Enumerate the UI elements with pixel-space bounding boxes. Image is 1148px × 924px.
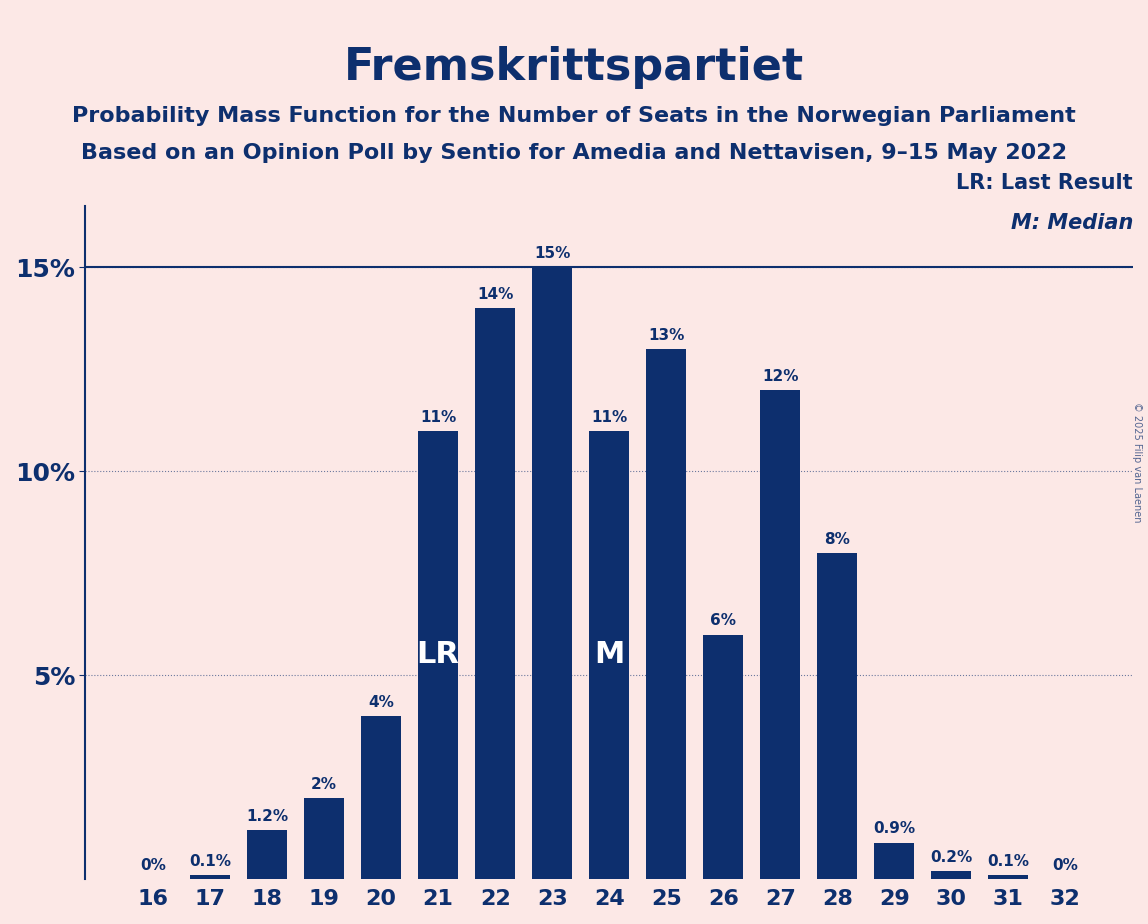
- Bar: [875, 843, 914, 880]
- Text: 12%: 12%: [762, 369, 799, 383]
- Text: 2%: 2%: [311, 776, 338, 792]
- Text: 0.2%: 0.2%: [930, 850, 972, 865]
- Bar: [475, 309, 515, 880]
- Bar: [247, 831, 287, 880]
- Bar: [704, 635, 743, 880]
- Text: M: M: [594, 640, 625, 670]
- Text: M: Median: M: Median: [1010, 213, 1133, 233]
- Text: 11%: 11%: [591, 409, 627, 424]
- Bar: [646, 349, 687, 880]
- Text: 15%: 15%: [534, 247, 571, 261]
- Bar: [418, 431, 458, 880]
- Text: © 2025 Filip van Laenen: © 2025 Filip van Laenen: [1132, 402, 1142, 522]
- Text: 13%: 13%: [649, 328, 684, 343]
- Bar: [304, 797, 344, 880]
- Bar: [760, 390, 800, 880]
- Text: 6%: 6%: [711, 614, 736, 628]
- Text: 1.2%: 1.2%: [246, 809, 288, 824]
- Text: Probability Mass Function for the Number of Seats in the Norwegian Parliament: Probability Mass Function for the Number…: [72, 106, 1076, 127]
- Bar: [191, 875, 230, 880]
- Bar: [362, 716, 401, 880]
- Text: 0%: 0%: [140, 858, 166, 873]
- Bar: [817, 553, 858, 880]
- Text: 4%: 4%: [369, 695, 394, 710]
- Text: LR: Last Result: LR: Last Result: [956, 173, 1133, 193]
- Bar: [533, 267, 572, 880]
- Bar: [988, 875, 1029, 880]
- Text: 0%: 0%: [1053, 858, 1078, 873]
- Text: 0.1%: 0.1%: [189, 854, 231, 869]
- Text: 8%: 8%: [824, 532, 851, 547]
- Text: LR: LR: [417, 640, 459, 670]
- Text: 14%: 14%: [476, 287, 513, 302]
- Text: 0.1%: 0.1%: [987, 854, 1030, 869]
- Bar: [589, 431, 629, 880]
- Text: Fremskrittspartiet: Fremskrittspartiet: [344, 46, 804, 90]
- Text: Based on an Opinion Poll by Sentio for Amedia and Nettavisen, 9–15 May 2022: Based on an Opinion Poll by Sentio for A…: [82, 143, 1066, 164]
- Text: 0.9%: 0.9%: [874, 821, 915, 836]
- Bar: [931, 871, 971, 880]
- Text: 11%: 11%: [420, 409, 456, 424]
